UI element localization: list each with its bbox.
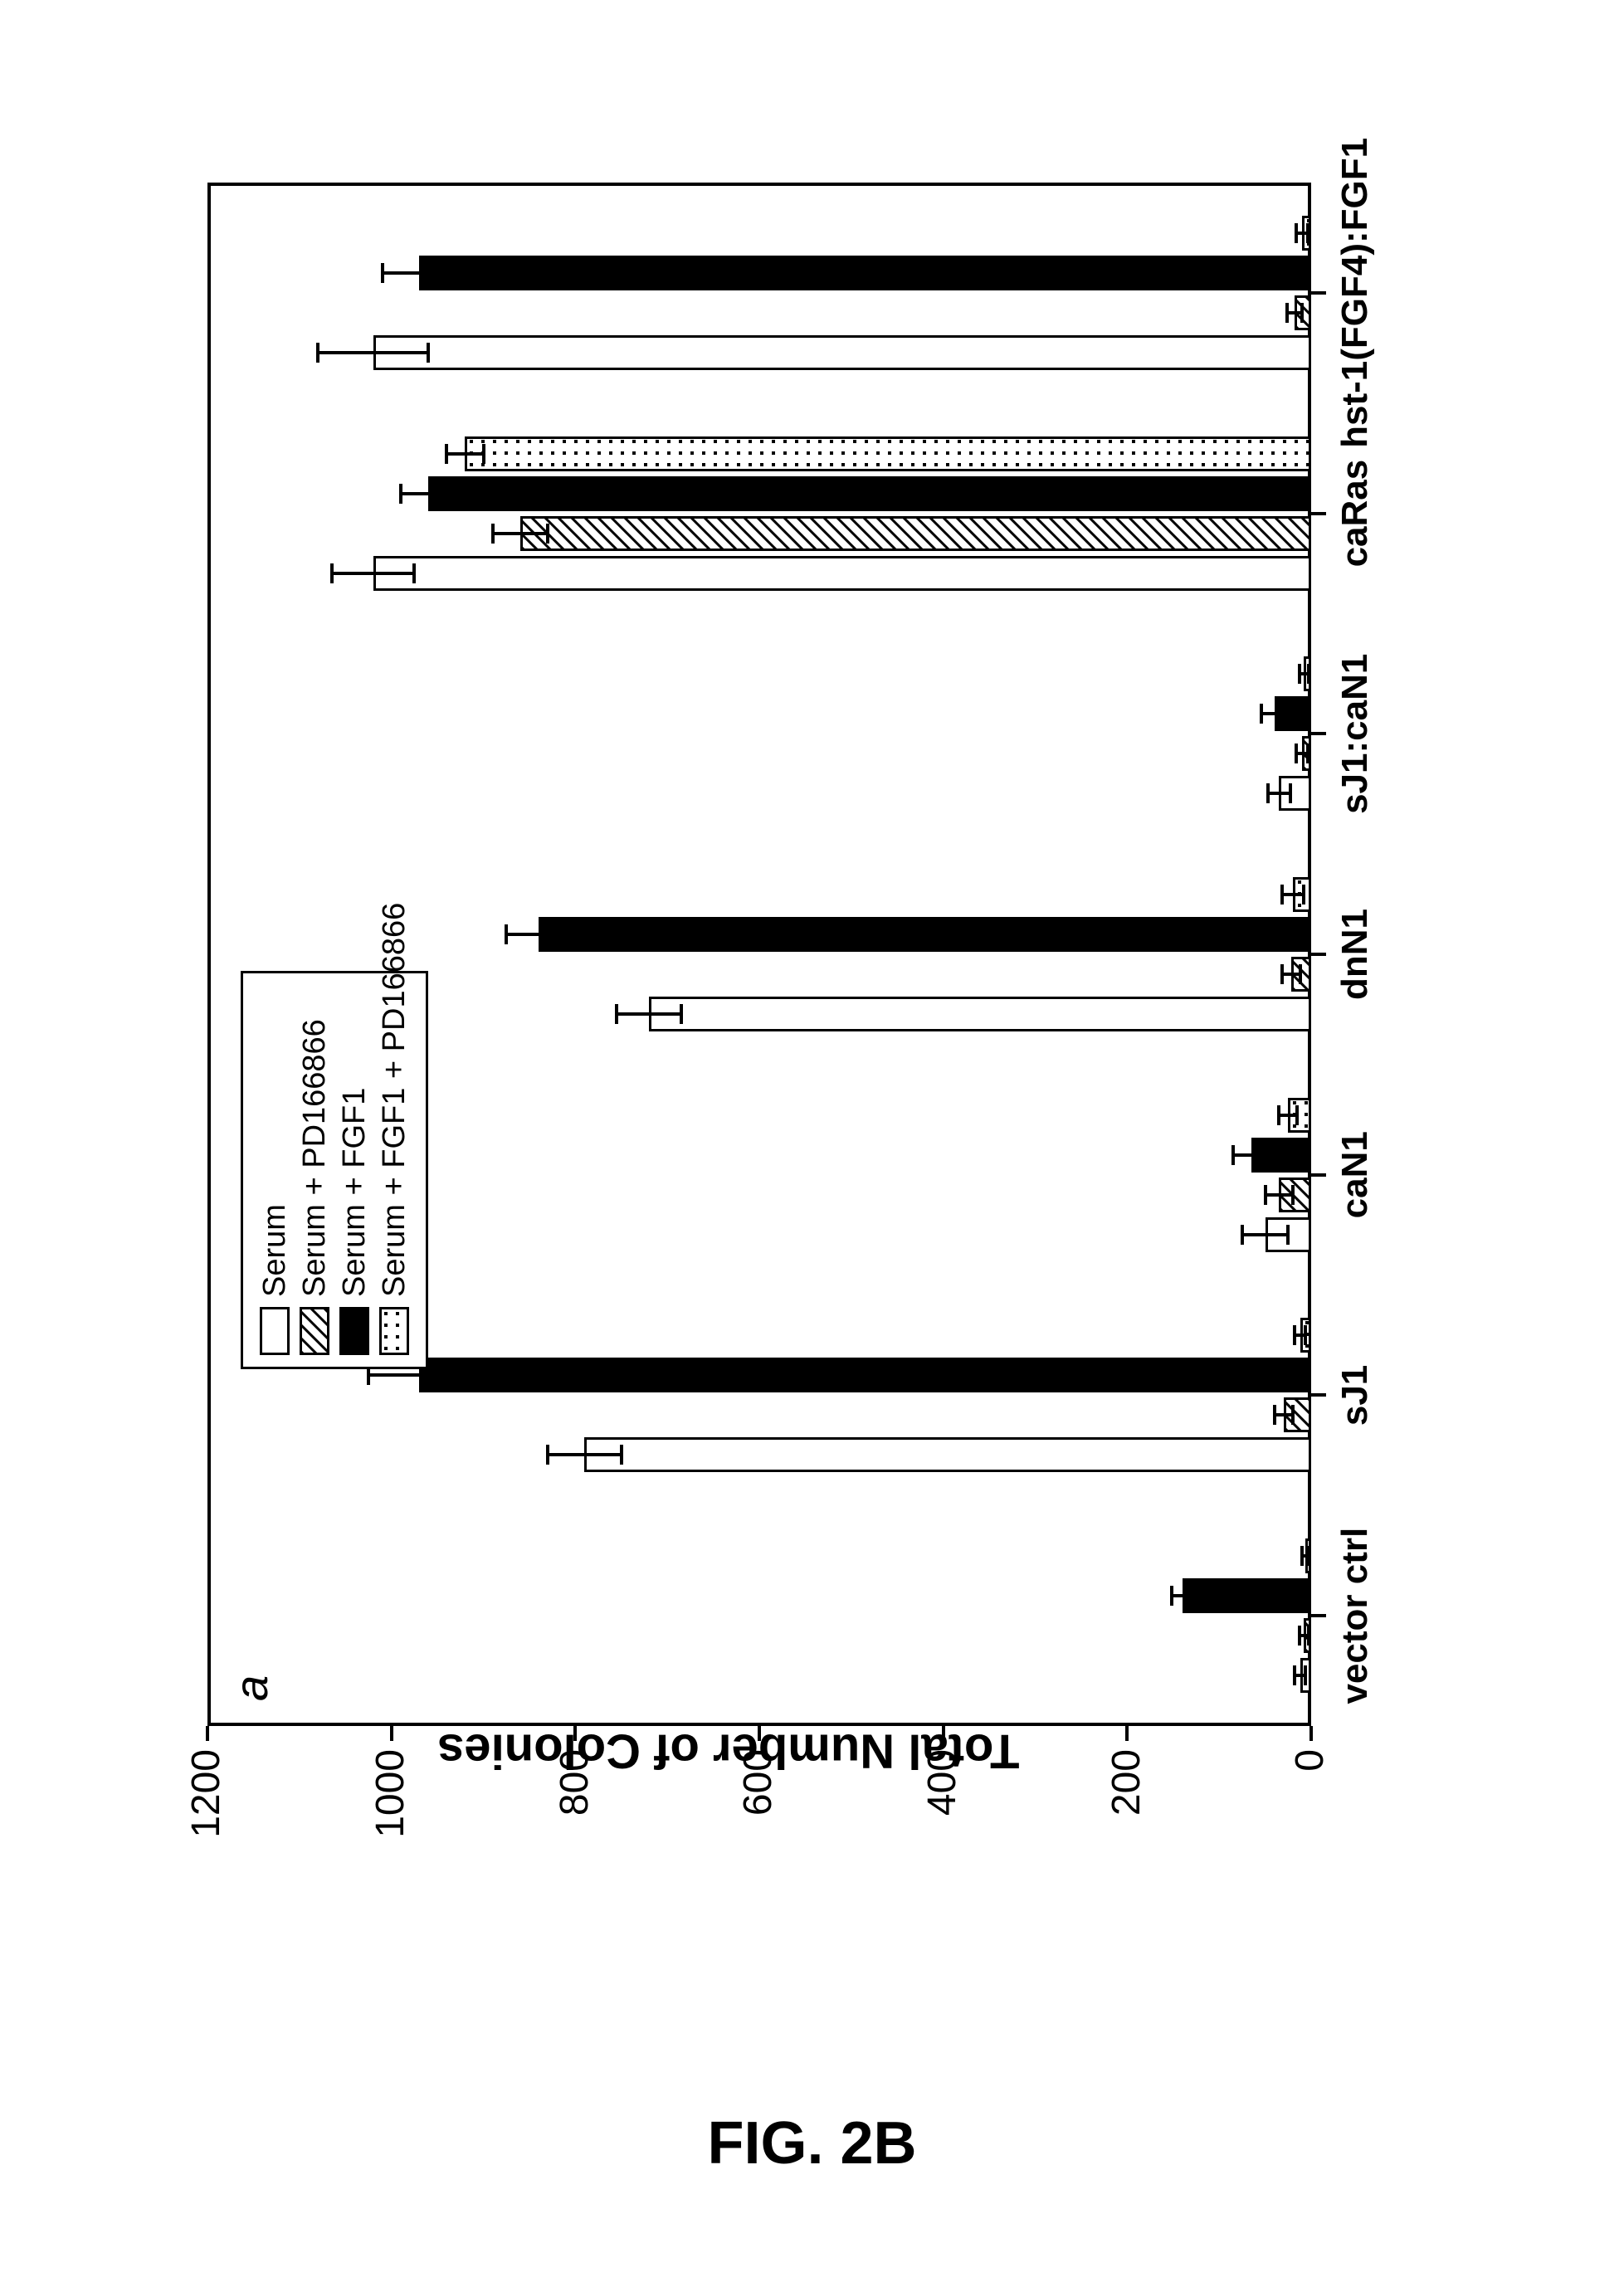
bar bbox=[1279, 1178, 1311, 1212]
bar bbox=[1251, 1138, 1311, 1173]
category-tick bbox=[1311, 953, 1326, 956]
bar bbox=[1302, 216, 1311, 251]
category-tick bbox=[1311, 732, 1326, 735]
legend-swatch bbox=[379, 1307, 409, 1355]
legend-swatch bbox=[260, 1307, 290, 1355]
bar bbox=[1266, 1217, 1311, 1252]
panel-label: a bbox=[224, 1675, 278, 1701]
y-axis-tick bbox=[942, 1726, 945, 1741]
legend-row: Serum + FGF1 bbox=[334, 985, 374, 1355]
y-axis-tick bbox=[206, 1726, 209, 1741]
bar bbox=[373, 556, 1312, 591]
bar bbox=[1288, 1098, 1311, 1133]
legend-label: Serum bbox=[257, 1204, 293, 1297]
y-axis-tick-label: 0 bbox=[1287, 1749, 1333, 1899]
figure-caption: FIG. 2B bbox=[0, 2109, 1624, 2177]
y-axis-tick-label: 600 bbox=[735, 1749, 781, 1899]
bar bbox=[465, 436, 1311, 471]
y-axis-tick-label: 400 bbox=[919, 1749, 965, 1899]
bar bbox=[1304, 1618, 1311, 1653]
bar bbox=[1293, 877, 1311, 912]
legend-swatch bbox=[300, 1307, 329, 1355]
bar bbox=[520, 516, 1311, 551]
bar bbox=[428, 476, 1311, 511]
bar bbox=[1183, 1578, 1311, 1613]
bar bbox=[1295, 295, 1311, 330]
y-axis-tick bbox=[758, 1726, 761, 1741]
bar bbox=[539, 917, 1311, 952]
legend-row: Serum bbox=[255, 985, 295, 1355]
category-tick bbox=[1311, 1393, 1326, 1397]
bar bbox=[649, 997, 1311, 1031]
legend-label: Serum + PD166866 bbox=[297, 1019, 333, 1297]
page: a Total Number of Colonies 0200400600800… bbox=[0, 0, 1624, 2277]
legend: SerumSerum + PD166866Serum + FGF1Serum +… bbox=[241, 971, 428, 1369]
bar bbox=[1305, 1538, 1311, 1573]
y-axis-tick-label: 1000 bbox=[368, 1749, 413, 1899]
panel-label-text: a bbox=[225, 1675, 277, 1701]
category-label: hst-1(FGF4):FGF1 bbox=[1334, 138, 1376, 448]
bar bbox=[1304, 656, 1311, 691]
category-tick bbox=[1311, 1173, 1326, 1177]
bar bbox=[1300, 1658, 1311, 1693]
legend-row: Serum + PD166866 bbox=[295, 985, 334, 1355]
category-tick bbox=[1311, 512, 1326, 515]
category-tick bbox=[1311, 1614, 1326, 1617]
y-axis-tick-label: 200 bbox=[1104, 1749, 1149, 1899]
bar bbox=[1284, 1397, 1311, 1432]
y-axis-tick bbox=[1309, 1726, 1313, 1741]
category-label: caRas bbox=[1334, 460, 1376, 568]
y-axis-tick bbox=[390, 1726, 393, 1741]
bar bbox=[1300, 1318, 1311, 1353]
bar bbox=[419, 256, 1311, 290]
category-label: sJ1:caN1 bbox=[1334, 654, 1376, 814]
legend-label: Serum + FGF1 + PD166866 bbox=[377, 903, 412, 1297]
bar bbox=[584, 1437, 1311, 1472]
figure-caption-text: FIG. 2B bbox=[707, 2110, 916, 2177]
category-label: sJ1 bbox=[1334, 1365, 1376, 1426]
bar bbox=[1302, 736, 1311, 771]
y-axis-tick-label: 800 bbox=[552, 1749, 597, 1899]
bar bbox=[1275, 696, 1311, 731]
bar bbox=[1279, 776, 1311, 811]
category-label: dnN1 bbox=[1334, 909, 1376, 1000]
legend-label: Serum + FGF1 bbox=[337, 1088, 373, 1297]
bar bbox=[373, 335, 1312, 370]
bar bbox=[419, 1358, 1311, 1392]
y-axis-tick bbox=[1125, 1726, 1129, 1741]
category-label: caN1 bbox=[1334, 1131, 1376, 1218]
bar bbox=[1291, 957, 1311, 992]
plot-area bbox=[207, 183, 1311, 1726]
legend-row: Serum + FGF1 + PD166866 bbox=[374, 985, 414, 1355]
chart-frame: a Total Number of Colonies 0200400600800… bbox=[100, 75, 1527, 2025]
category-label: vector ctrl bbox=[1334, 1528, 1376, 1704]
category-tick bbox=[1311, 291, 1326, 295]
legend-swatch bbox=[339, 1307, 369, 1355]
y-axis-tick-label: 1200 bbox=[183, 1749, 229, 1899]
y-axis-tick bbox=[573, 1726, 577, 1741]
